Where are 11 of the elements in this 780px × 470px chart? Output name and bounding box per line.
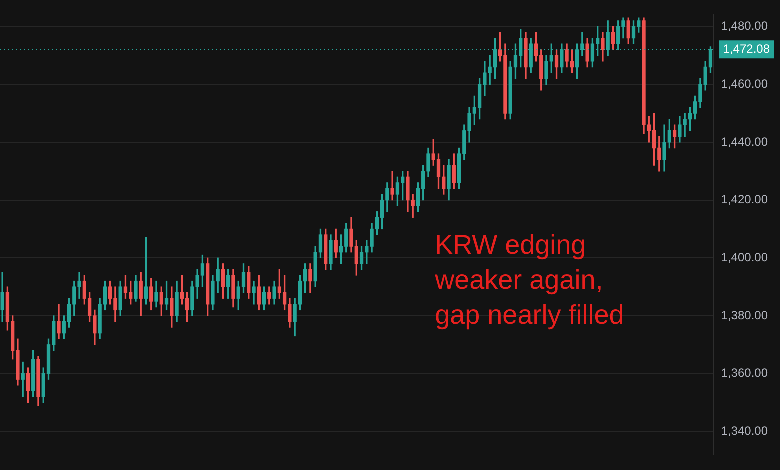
y-tick-label: 1,360.00	[721, 366, 768, 380]
y-tick-label: 1,420.00	[721, 192, 768, 207]
annotation: KRW edging weaker again, gap nearly filled	[434, 230, 624, 330]
y-tick-label: 1,440.00	[721, 134, 768, 149]
ref-line-label: 1,472.08	[723, 42, 770, 56]
candlestick	[390, 171, 394, 201]
y-tick-label: 1,340.00	[721, 424, 768, 438]
y-tick-label: 1,480.00	[721, 19, 768, 34]
y-tick-label: 1,460.00	[721, 76, 768, 91]
y-tick-label: 1,400.00	[721, 250, 768, 264]
y-tick-label: 1,380.00	[721, 308, 768, 322]
